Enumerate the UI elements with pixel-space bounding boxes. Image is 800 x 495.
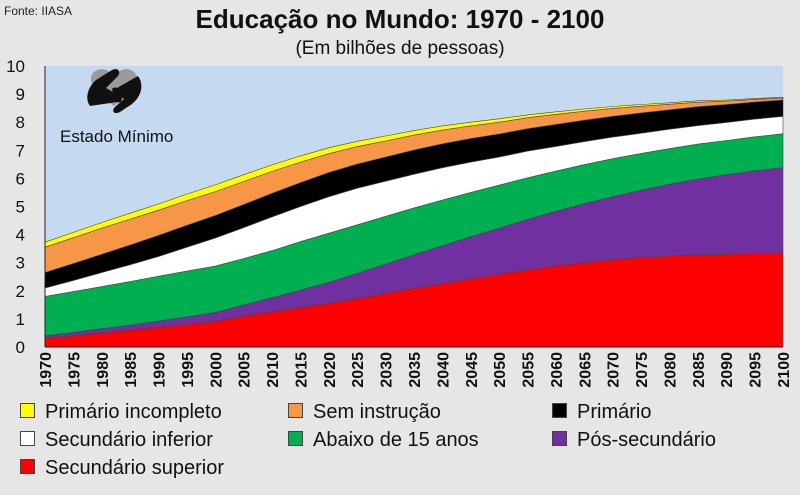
x-tick-label: 1995	[180, 352, 197, 388]
x-tick-label: 2030	[379, 352, 396, 388]
x-tick-label: 2035	[407, 352, 424, 388]
logo-text: Estado Mínimo	[60, 127, 174, 146]
y-tick-label: 9	[16, 85, 25, 104]
y-tick-label: 5	[16, 198, 25, 217]
y-tick-label: 1	[16, 310, 25, 329]
y-tick-label: 7	[16, 141, 25, 160]
y-tick-label: 2	[16, 282, 25, 301]
legend-swatch	[552, 403, 567, 419]
x-tick-label: 2025	[350, 352, 367, 388]
x-tick-label: 2045	[464, 352, 481, 388]
legend-label: Primário incompleto	[45, 401, 222, 423]
x-tick-label: 2090	[719, 352, 736, 388]
x-tick-label: 1985	[123, 352, 140, 388]
legend-swatch	[20, 403, 35, 419]
legend-item: Abaixo de 15 anos	[288, 429, 479, 452]
y-tick-label: 4	[16, 226, 25, 245]
legend-item: Primário incompleto	[20, 401, 222, 424]
x-tick-label: 2040	[435, 352, 452, 388]
x-tick-label: 2085	[691, 352, 708, 388]
y-tick-label: 6	[16, 169, 25, 188]
legend-label: Pós-secundário	[577, 429, 716, 451]
legend-label: Secundário inferior	[45, 429, 213, 451]
x-tick-label: 2020	[322, 352, 339, 388]
y-tick-label: 8	[16, 113, 25, 132]
legend-swatch	[20, 459, 35, 475]
area-prim-rio-incompleto	[44, 96, 784, 248]
x-tick-label: 2050	[492, 352, 509, 388]
y-axis-tick-labels: 0 1 2 3 4 5 6 7 8 9 10	[6, 57, 25, 357]
x-tick-label: 2095	[748, 352, 765, 388]
legend-item: Pós-secundário	[552, 429, 716, 452]
y-tick-label: 10	[6, 57, 25, 76]
x-tick-label: 2015	[293, 352, 310, 388]
legend-item: Secundário superior	[20, 457, 224, 480]
y-tick-label: 0	[16, 338, 25, 357]
x-tick-label: 2000	[208, 352, 225, 388]
legend-swatch	[552, 431, 567, 447]
legend-item: Sem instrução	[288, 401, 441, 424]
legend-label: Sem instrução	[313, 401, 441, 423]
legend-label: Secundário superior	[45, 457, 224, 479]
x-axis-tick-labels: 1970 1975 1980 1985 1990 1995 2000 2005 2010 2015…	[38, 352, 793, 388]
x-tick-label: 2065	[577, 352, 594, 388]
source-note: Fonte: IIASA	[4, 4, 73, 18]
x-tick-label: 2010	[265, 352, 282, 388]
legend-item: Primário	[552, 401, 651, 424]
legend-label: Primário	[577, 401, 652, 423]
x-tick-label: 2100	[776, 352, 793, 388]
chart-subtitle: (Em bilhões de pessoas)	[295, 38, 505, 59]
legend-item: Secundário inferior	[20, 429, 213, 452]
x-tick-label: 2070	[606, 352, 623, 388]
x-tick-label: 1980	[95, 352, 112, 388]
x-tick-label: 2005	[237, 352, 254, 388]
chart-title: Educação no Mundo: 1970 - 2100	[195, 4, 605, 34]
x-tick-label: 1970	[38, 352, 55, 388]
y-tick-label: 3	[16, 254, 25, 273]
x-tick-label: 2055	[521, 352, 538, 388]
x-tick-label: 2060	[549, 352, 566, 388]
axes	[44, 66, 783, 348]
legend-swatch	[20, 431, 35, 447]
legend-swatch	[288, 403, 303, 419]
legend-label: Abaixo de 15 anos	[313, 429, 479, 451]
x-tick-label: 2080	[662, 352, 679, 388]
x-tick-label: 1990	[152, 352, 169, 388]
x-tick-label: 1975	[66, 352, 83, 388]
x-tick-label: 2075	[634, 352, 651, 388]
legend-swatch	[288, 431, 303, 447]
handshake-heart-icon	[87, 69, 142, 114]
area-layers	[44, 96, 784, 348]
